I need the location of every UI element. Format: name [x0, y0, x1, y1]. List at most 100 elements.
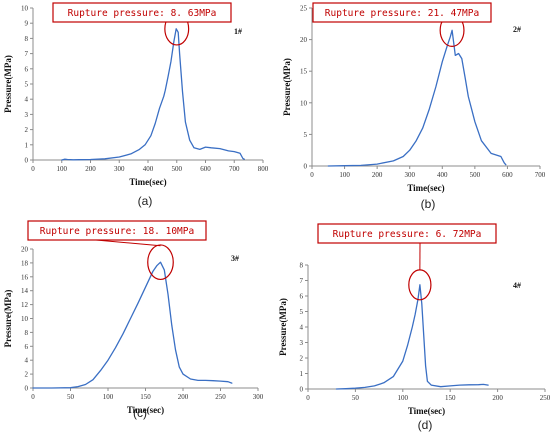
pressure-series-line [327, 29, 507, 167]
panel-tag: (b) [421, 197, 436, 211]
y-tick-label: 0 [25, 157, 29, 165]
y-tick-label: 1 [300, 370, 304, 378]
x-tick-label: 100 [57, 165, 68, 173]
x-tick-label: 700 [535, 171, 546, 179]
y-tick-label: 5 [25, 81, 29, 89]
x-tick-label: 600 [200, 165, 211, 173]
y-tick-label: 8 [25, 35, 29, 43]
annotation-box [317, 223, 497, 244]
y-tick-label: 20 [300, 36, 308, 44]
pressure-series-line [335, 284, 489, 390]
y-tick-label: 0 [304, 163, 308, 171]
chart-panel-4: 0 50 100 150 200 250 0 1 2 3 4 5 6 7 8 Time(sec) Pressur… [278, 223, 550, 432]
x-tick-label: 250 [540, 394, 550, 402]
y-tick-label: 25 [300, 5, 308, 13]
y-tick-label: 7 [300, 277, 304, 285]
y-tick-label: 0 [300, 386, 304, 394]
x-tick-label: 100 [398, 394, 409, 402]
annotation-box [312, 2, 492, 23]
rupture-pressure-annotation: Rupture pressure: 8. 63MPa [68, 8, 217, 19]
y-tick-label: 20 [21, 246, 29, 254]
y-tick-label: 8 [25, 329, 29, 337]
x-tick-label: 300 [404, 171, 415, 179]
panel-tag: (d) [418, 418, 433, 432]
y-tick-label: 6 [25, 343, 29, 351]
y-tick-label: 10 [300, 99, 308, 107]
x-tick-label: 100 [103, 393, 114, 401]
y-tick-label: 5 [300, 308, 304, 316]
pressure-series-line [61, 28, 245, 161]
y-tick-label: 6 [300, 293, 304, 301]
y-axis-title: Pressure(MPa) [278, 298, 288, 356]
sample-id-label: 1# [234, 27, 242, 36]
y-tick-label: 15 [300, 68, 308, 76]
y-tick-label: 2 [25, 126, 29, 134]
x-tick-label: 300 [253, 393, 264, 401]
y-tick-label: 2 [25, 371, 29, 379]
sample-id-label: 2# [513, 25, 521, 34]
sample-id-label: 4# [513, 281, 521, 290]
y-tick-label: 5 [304, 131, 308, 139]
annotation-leader-line [95, 239, 161, 247]
panel-tag: (a) [138, 194, 153, 208]
x-tick-label: 400 [437, 171, 448, 179]
x-tick-label: 700 [229, 165, 240, 173]
y-tick-label: 3 [25, 111, 29, 119]
y-tick-label: 14 [21, 287, 29, 295]
chart-panel-2: 0 100 200 300 400 500 600 700 0 5 10 15 20 25 Time(sec… [282, 2, 546, 211]
annotation-box [52, 2, 232, 23]
y-tick-label: 8 [300, 262, 304, 270]
x-tick-label: 0 [31, 165, 35, 173]
x-tick-label: 50 [352, 394, 360, 402]
x-axis-title: Time(sec) [407, 183, 444, 193]
x-tick-label: 200 [178, 393, 189, 401]
y-tick-label: 4 [25, 96, 29, 104]
y-tick-label: 12 [21, 301, 29, 309]
pressure-series-line [32, 261, 233, 389]
y-tick-label: 6 [25, 65, 29, 73]
x-tick-label: 150 [140, 393, 151, 401]
x-tick-label: 50 [67, 393, 75, 401]
x-tick-label: 150 [445, 394, 456, 402]
x-tick-label: 250 [215, 393, 226, 401]
peak-highlight-circle [147, 244, 174, 281]
rupture-pressure-annotation: Rupture pressure: 18. 10MPa [40, 226, 194, 237]
x-tick-label: 200 [85, 165, 96, 173]
y-tick-label: 4 [300, 324, 304, 332]
y-tick-label: 9 [25, 20, 29, 28]
y-tick-label: 0 [25, 385, 29, 393]
x-tick-label: 200 [492, 394, 503, 402]
x-tick-label: 0 [310, 171, 314, 179]
y-tick-label: 4 [25, 357, 29, 365]
y-tick-label: 2 [300, 355, 304, 363]
x-tick-label: 100 [339, 171, 350, 179]
x-tick-label: 800 [258, 165, 269, 173]
x-tick-label: 600 [502, 171, 513, 179]
y-axis-title: Pressure(MPa) [3, 55, 13, 113]
x-tick-label: 300 [114, 165, 125, 173]
chart-panel-3: 0 50 100 150 200 250 300 0 2 4 6 8 10 12 14 16 18 20 Time(… [3, 220, 264, 420]
y-tick-label: 18 [21, 259, 29, 267]
x-axis-title: Time(sec) [408, 406, 445, 416]
y-tick-label: 3 [300, 339, 304, 347]
chart-panel-1: 0 100 200 300 400 500 600 700 800 0 1 2 3 4 5 6 7 8 9 10 Tim… [3, 2, 269, 208]
annotation-box [27, 220, 207, 241]
y-tick-label: 16 [21, 273, 29, 281]
x-axis-title: Time(sec) [129, 177, 166, 187]
sample-id-label: 3# [231, 254, 239, 263]
x-tick-label: 500 [470, 171, 481, 179]
rupture-pressure-annotation: Rupture pressure: 21. 47MPa [325, 8, 479, 19]
x-tick-label: 0 [306, 394, 310, 402]
x-tick-label: 500 [172, 165, 183, 173]
rupture-pressure-annotation: Rupture pressure: 6. 72MPa [333, 229, 482, 240]
x-tick-label: 200 [372, 171, 383, 179]
y-axis-title: Pressure(MPa) [3, 290, 13, 348]
y-axis-title: Pressure(MPa) [282, 58, 292, 116]
y-tick-label: 10 [21, 315, 29, 323]
panel-tag: (c) [133, 406, 147, 420]
x-tick-label: 0 [31, 393, 35, 401]
y-tick-label: 7 [25, 50, 29, 58]
y-tick-label: 1 [25, 141, 29, 149]
x-tick-label: 400 [143, 165, 154, 173]
